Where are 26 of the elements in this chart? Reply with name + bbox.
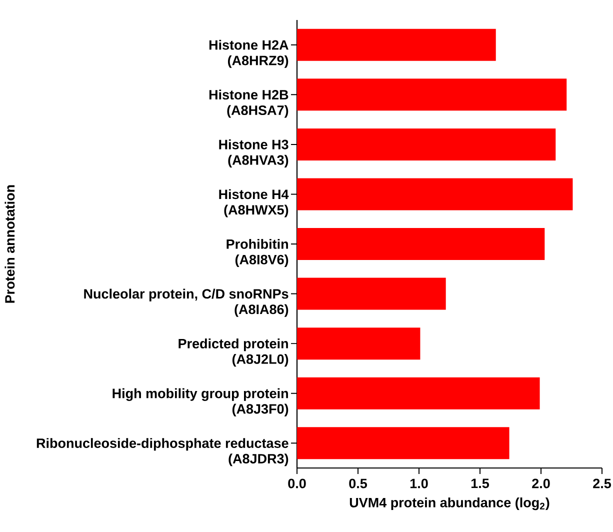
bar xyxy=(297,178,573,210)
bar xyxy=(297,28,496,61)
y-axis-title: Protein annotation xyxy=(4,185,15,303)
bar xyxy=(297,427,510,460)
bar xyxy=(297,78,567,111)
x-tick-label: 2.0 xyxy=(532,478,550,488)
y-tick-label: Prohibitin (A8I8V6) xyxy=(226,238,288,268)
bar xyxy=(297,228,545,260)
bar xyxy=(297,128,556,160)
x-tick-label: 0.0 xyxy=(288,478,306,488)
y-tick-label: Histone H4 (A8HWX5) xyxy=(219,189,289,218)
y-tick-label: Histone H2A (A8HRZ9) xyxy=(209,40,288,68)
y-tick-label: Histone H3 (A8HVA3) xyxy=(219,139,288,168)
bar xyxy=(297,278,446,310)
x-tick-label: 1.5 xyxy=(471,478,489,488)
y-tick-label: Nucleolar protein, C/D snoRNPs (A8IA86) xyxy=(84,288,288,317)
x-tick-label: 2.5 xyxy=(593,478,611,488)
bar xyxy=(297,377,540,410)
y-tick-label: Predicted protein (A8J2L0) xyxy=(178,338,288,367)
x-axis-title: UVM4 protein abundance (log$_{2}$) xyxy=(350,497,550,510)
bar xyxy=(297,328,420,360)
y-tick-label: High mobility group protein (A8J3F0) xyxy=(112,388,288,416)
x-tick-label: 0.5 xyxy=(349,478,367,488)
x-tick-label: 1.0 xyxy=(410,478,428,488)
y-tick-label: Ribonucleoside-diphosphate reductase (A8JDR3) xyxy=(36,438,288,466)
y-tick-label: Histone H2B (A8HSA7) xyxy=(209,90,288,118)
